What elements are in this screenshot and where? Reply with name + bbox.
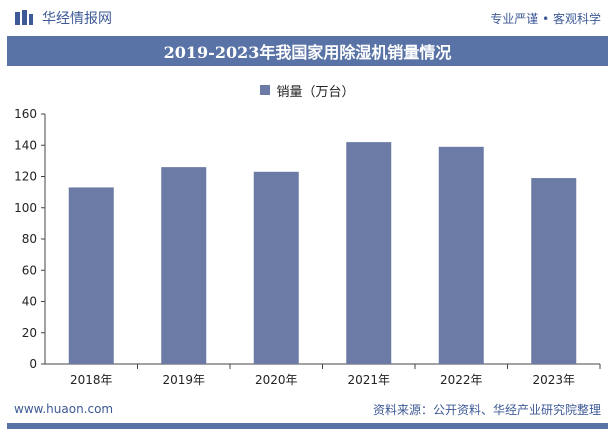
y-tick-label: 20 (22, 326, 37, 340)
brand: 华经情报网 (14, 8, 112, 28)
y-tick-label: 0 (29, 357, 37, 371)
y-tick-label: 80 (22, 232, 37, 246)
y-tick-label: 120 (14, 170, 37, 184)
brand-name: 华经情报网 (42, 11, 112, 27)
y-tick-label: 160 (14, 107, 37, 121)
chart-title-band: 2019-2023年我国家用除湿机销量情况 (7, 36, 608, 66)
y-tick-label: 100 (14, 201, 37, 215)
y-tick-label: 40 (22, 295, 37, 309)
x-tick-label: 2019年 (162, 373, 205, 387)
website-link[interactable]: www.huaon.com (14, 402, 114, 416)
y-tick-label: 60 (22, 263, 37, 277)
legend-label: 销量（万台） (276, 84, 355, 100)
x-tick-label: 2023年 (532, 373, 575, 387)
x-tick-label: 2021年 (347, 373, 390, 387)
bar (253, 171, 299, 364)
header-bar: 华经情报网 专业严谨 • 客观科学 (0, 0, 615, 36)
bar (346, 142, 392, 364)
x-tick-label: 2022年 (440, 373, 483, 387)
bar (438, 146, 484, 364)
x-tick-label: 2018年 (70, 373, 113, 387)
bar (68, 187, 114, 364)
y-tick-label: 140 (14, 138, 37, 152)
x-tick-label: 2020年 (255, 373, 298, 387)
chart-legend: 销量（万台） (0, 80, 615, 100)
legend-swatch (260, 85, 271, 95)
chart-title: 2019-2023年我国家用除湿机销量情况 (163, 43, 452, 62)
bar (161, 167, 207, 364)
bar (531, 178, 577, 364)
brand-logo-icon (15, 10, 33, 25)
data-source: 资料来源：公开资料、华经产业研究院整理 (372, 402, 601, 417)
slogan: 专业严谨 • 客观科学 (490, 11, 601, 26)
bottom-strip (7, 423, 608, 429)
footer: www.huaon.com 资料来源：公开资料、华经产业研究院整理 (0, 398, 615, 420)
